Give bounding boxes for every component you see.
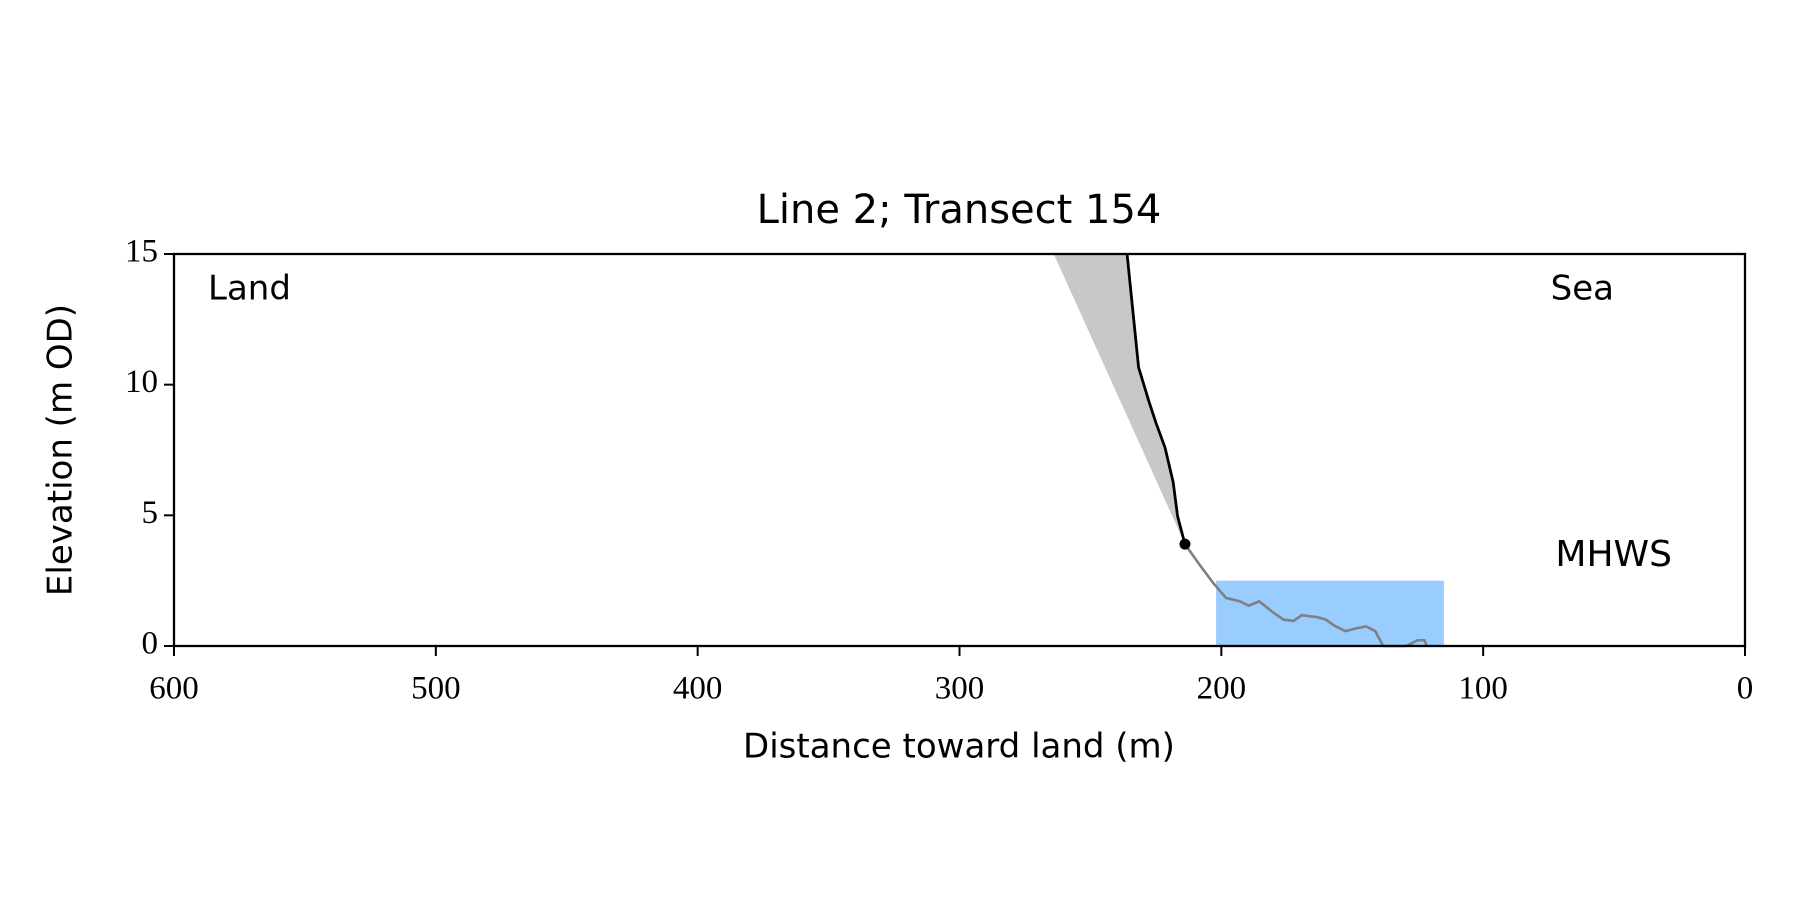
x-tick-label: 200 bbox=[1197, 671, 1247, 707]
mhws-area bbox=[1216, 580, 1444, 646]
annotation: Land bbox=[208, 269, 291, 309]
y-tick-label: 5 bbox=[142, 495, 159, 531]
series-line bbox=[1125, 253, 1187, 545]
x-tick-label: 100 bbox=[1458, 671, 1508, 707]
x-tick-label: 0 bbox=[1737, 671, 1754, 707]
x-tick-label: 600 bbox=[149, 671, 199, 707]
y-tick-label: 0 bbox=[142, 626, 159, 662]
envelope-area bbox=[1053, 254, 1185, 545]
mhws-label: MHWS bbox=[1555, 534, 1672, 575]
y-axis-label: Elevation (m OD) bbox=[41, 304, 81, 596]
annotation: Sea bbox=[1551, 269, 1614, 309]
y-tick-label: 15 bbox=[125, 234, 158, 270]
cliff-toe bbox=[1179, 538, 1191, 550]
x-tick-label: 300 bbox=[935, 671, 985, 707]
x-tick-label: 400 bbox=[673, 671, 723, 707]
x-axis-label: Distance toward land (m) bbox=[743, 727, 1175, 767]
chart-title: Line 2; Transect 154 bbox=[757, 187, 1162, 233]
plot-frame bbox=[172, 252, 1747, 648]
y-tick-label: 10 bbox=[125, 364, 158, 400]
x-tick-label: 500 bbox=[411, 671, 461, 707]
